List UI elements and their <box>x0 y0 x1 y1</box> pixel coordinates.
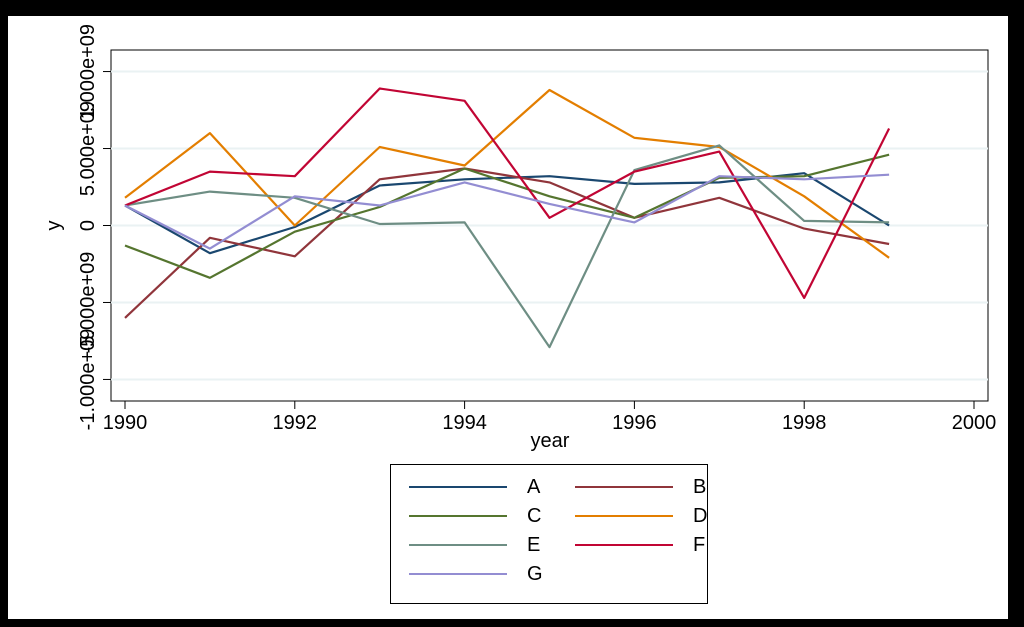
legend-label-b: B <box>693 475 707 498</box>
legend-item-b: B <box>575 475 706 499</box>
legend-swatch-e <box>409 544 507 546</box>
legend-label-d: D <box>693 504 708 527</box>
series-line-b <box>124 167 890 319</box>
series-line-e <box>124 144 890 349</box>
legend-swatch-d <box>575 515 673 517</box>
legend-label-c: C <box>527 504 542 527</box>
x-tick-label: 1990 <box>103 412 148 434</box>
legend-label-a: A <box>527 475 541 498</box>
y-tick-label: -5.000e+09 <box>77 252 99 354</box>
legend-swatch-g <box>409 573 507 575</box>
chart-frame: -1.000e+09 -5.000e+09 0 5.000e+09 1.000e+09 1… <box>8 16 1008 619</box>
legend-item-g: G <box>409 562 543 586</box>
x-tick-label: 1996 <box>612 412 657 434</box>
y-axis-title: y <box>43 221 65 231</box>
legend-label-g: G <box>527 562 543 585</box>
y-tick-label: 1.000e+09 <box>77 24 99 119</box>
legend-item-a: A <box>409 475 540 499</box>
x-tick-label: 2000 <box>952 412 997 434</box>
series-line-f <box>124 87 891 299</box>
legend-item-e: E <box>409 533 540 557</box>
legend-label-e: E <box>527 533 541 556</box>
x-tick-label: 1994 <box>442 412 487 434</box>
legend-swatch-c <box>409 515 507 517</box>
legend-label-f: F <box>693 533 706 556</box>
legend-item-f: F <box>575 533 705 557</box>
line-chart: -1.000e+09-5.000e+09 0 5.000e+091.000e+09 1… <box>43 24 997 452</box>
y-tick-label: 0 <box>77 220 99 231</box>
series-line-d <box>124 88 890 259</box>
x-tick-label: 1992 <box>273 412 318 434</box>
y-tick-label: 5.000e+09 <box>77 101 99 196</box>
x-tick-label: 1998 <box>782 412 827 434</box>
legend-item-c: C <box>409 504 541 528</box>
legend-item-d: D <box>575 504 707 528</box>
legend: A B C D E F G <box>390 464 708 604</box>
x-axis-title: year <box>531 430 570 452</box>
series-line-g <box>124 173 890 250</box>
legend-swatch-b <box>575 486 673 488</box>
y-tick-label: -1.000e+09 <box>77 329 99 431</box>
legend-swatch-a <box>409 486 507 488</box>
legend-swatch-f <box>575 544 673 546</box>
